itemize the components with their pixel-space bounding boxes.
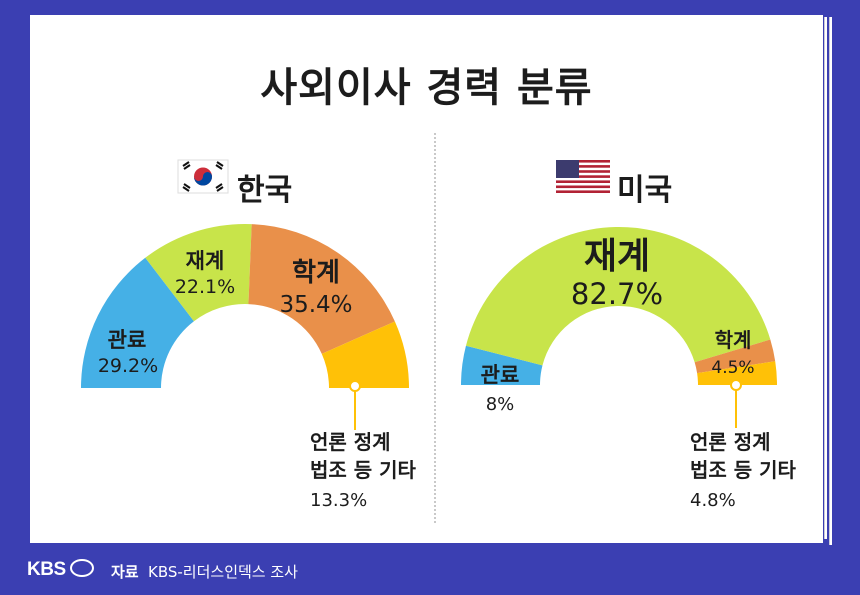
country-label-korea: 한국 (237, 173, 293, 208)
slice-other (321, 321, 409, 388)
kbs-logo-icon (70, 559, 95, 577)
source-label: 자료 (111, 563, 139, 581)
slice-label-gov: 관료 (108, 328, 147, 352)
country-label-usa: 미국 (617, 173, 673, 208)
slice-label-gov: 관료 (481, 363, 520, 387)
slice-value-academia: 4.5% (711, 358, 754, 378)
slice-label-other-line1: 언론 정계 (690, 430, 771, 454)
usa-flag-icon (556, 160, 610, 193)
slice-gov (81, 257, 194, 388)
slice-label-academia: 학계 (715, 328, 752, 352)
page-title: 사외이사 경력 분류 (260, 65, 593, 111)
kbs-logo: KBS (27, 559, 95, 581)
slice-value-other: 13.3% (310, 490, 367, 511)
slice-biz (145, 223, 252, 322)
slice-biz (465, 226, 771, 366)
slice-label-other-line2: 법조 등 기타 (310, 458, 417, 482)
slice-value-other: 4.8% (690, 490, 736, 511)
slice-label-biz: 재계 (186, 249, 225, 273)
slice-value-biz: 82.7% (571, 277, 663, 311)
chart-korea (81, 223, 409, 388)
korea-flag-icon (177, 159, 229, 194)
center-divider (434, 133, 436, 523)
slice-academia (248, 224, 395, 354)
slice-label-biz: 재계 (584, 236, 650, 277)
page-stack-edge (824, 17, 827, 539)
slice-label-academia: 학계 (292, 258, 340, 288)
slice-value-biz: 22.1% (175, 276, 235, 298)
source-text: KBS-리더스인덱스 조사 (148, 563, 298, 581)
slice-academia (694, 339, 776, 374)
slice-value-academia: 35.4% (279, 292, 352, 318)
chart-usa (461, 226, 777, 385)
slice-label-other-line2: 법조 등 기타 (690, 458, 797, 482)
labels-korea: 관료 29.2% 재계 22.1% 학계 35.4% 언론 정계 법조 등 기타… (98, 249, 417, 511)
slice-value-gov: 8% (486, 394, 515, 415)
slice-other (697, 361, 777, 385)
page-stack-edge (829, 17, 832, 545)
slice-gov (461, 345, 543, 385)
slice-label-other-line1: 언론 정계 (310, 430, 391, 454)
labels-usa: 관료 8% 재계 82.7% 학계 4.5% 언론 정계 법조 등 기타 4.8… (481, 236, 797, 511)
footer-bar: KBS 자료 KBS-리더스인덱스 조사 (0, 548, 860, 595)
slice-value-gov: 29.2% (98, 355, 158, 377)
